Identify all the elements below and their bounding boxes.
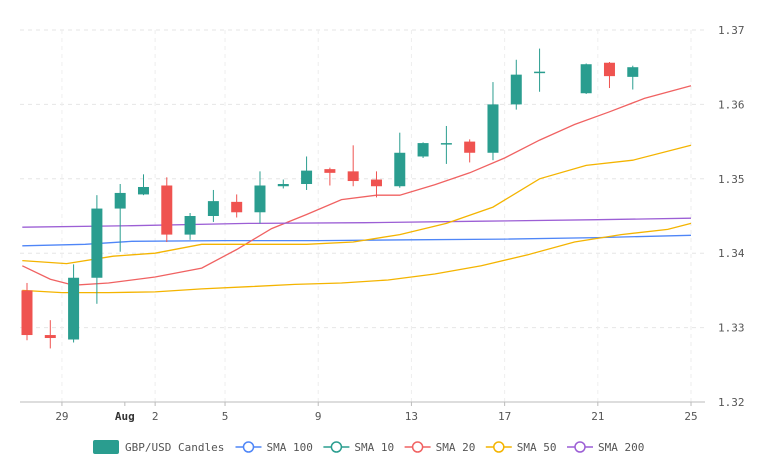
candle-body (347, 171, 359, 182)
candle (44, 320, 56, 349)
legend-label: SMA 20 (436, 441, 476, 454)
candle (487, 82, 499, 161)
legend-label: SMA 10 (354, 441, 394, 454)
legend-item[interactable]: SMA 200 (567, 441, 644, 454)
candle-body (231, 201, 243, 213)
legend-swatch-marker (330, 441, 343, 453)
candle (510, 59, 522, 110)
y-tick-label: 1.35 (718, 173, 745, 186)
candle-body (161, 185, 173, 235)
candle-body (534, 71, 546, 74)
candle (417, 142, 429, 158)
series-line-sma-20 (22, 85, 692, 286)
candle-body (114, 192, 126, 209)
y-tick-label: 1.37 (718, 24, 745, 37)
candle (324, 167, 336, 186)
candle-body (627, 67, 639, 77)
candle (21, 282, 33, 341)
candle-body (91, 208, 103, 278)
candle (114, 184, 126, 252)
x-tick-label: 17 (498, 410, 511, 423)
candle (464, 139, 476, 163)
candle (603, 61, 615, 89)
series-line-sma-200 (22, 217, 692, 228)
candle-body (394, 152, 406, 187)
legend-item[interactable]: GBP/USD Candles (93, 440, 224, 454)
candle (394, 132, 406, 188)
x-tick-label: 21 (591, 410, 604, 423)
x-tick-label: 2 (152, 410, 159, 423)
x-tick-label: 29 (55, 410, 68, 423)
x-tick-label: 13 (405, 410, 418, 423)
candle-body (510, 74, 522, 105)
legend-swatch-marker (493, 441, 505, 453)
candle (68, 264, 80, 343)
candle-body (301, 170, 313, 185)
legend-swatch-marker (242, 441, 255, 453)
candle-body (68, 277, 80, 340)
grid (20, 29, 705, 403)
candle (91, 195, 103, 304)
candle-body (464, 141, 476, 153)
candle (184, 213, 196, 240)
candle-body (184, 216, 196, 235)
series-line-sma-50 (22, 222, 692, 294)
candle (161, 177, 173, 243)
candle (627, 65, 639, 90)
candle-body (487, 104, 499, 153)
legend-item[interactable]: SMA 10 (323, 441, 394, 454)
candle (301, 156, 313, 190)
legend-label: GBP/USD Candles (125, 441, 224, 454)
legend-swatch (93, 440, 119, 454)
legend: GBP/USD Candles SMA 100 SMA 10 SMA 20 SMA 50… (93, 440, 644, 454)
x-tick-label: 25 (684, 410, 697, 423)
candle (580, 63, 592, 94)
candle-body (21, 290, 33, 336)
candle-body (417, 143, 429, 157)
candle-body (207, 201, 219, 216)
legend-label: SMA 50 (517, 441, 557, 454)
x-tick-label: Aug (115, 410, 135, 423)
candle-body (440, 143, 452, 145)
candle (440, 125, 452, 164)
candle-body (137, 186, 149, 195)
candle-body (44, 335, 56, 339)
legend-label: SMA 200 (598, 441, 644, 454)
candle (231, 194, 243, 218)
series-line-sma-100 (22, 234, 692, 247)
candle (207, 189, 219, 222)
x-tick-label: 9 (315, 410, 322, 423)
candle-body (277, 184, 289, 187)
candle (534, 48, 546, 92)
candle-body (324, 169, 336, 173)
series-line-sma-10-overlay (22, 144, 692, 265)
y-tick-label: 1.36 (718, 98, 745, 111)
y-tick-label: 1.32 (718, 396, 745, 409)
candle-body (580, 64, 592, 94)
candle (137, 174, 149, 196)
legend-label: SMA 100 (267, 441, 313, 454)
candle (277, 179, 289, 189)
y-tick-label: 1.33 (718, 322, 745, 335)
candle (254, 171, 266, 224)
x-tick-label: 5 (222, 410, 229, 423)
legend-swatch-marker (574, 441, 586, 453)
candle-body (254, 185, 266, 213)
candle (347, 145, 359, 187)
legend-item[interactable]: SMA 100 (235, 441, 313, 454)
legend-item[interactable]: SMA 20 (404, 441, 476, 454)
candle-body (370, 179, 382, 187)
legend-item[interactable]: SMA 50 (485, 441, 557, 454)
y-tick-label: 1.34 (718, 247, 745, 260)
legend-swatch-marker (411, 441, 424, 453)
candle-body (603, 62, 615, 77)
candle (370, 171, 382, 198)
